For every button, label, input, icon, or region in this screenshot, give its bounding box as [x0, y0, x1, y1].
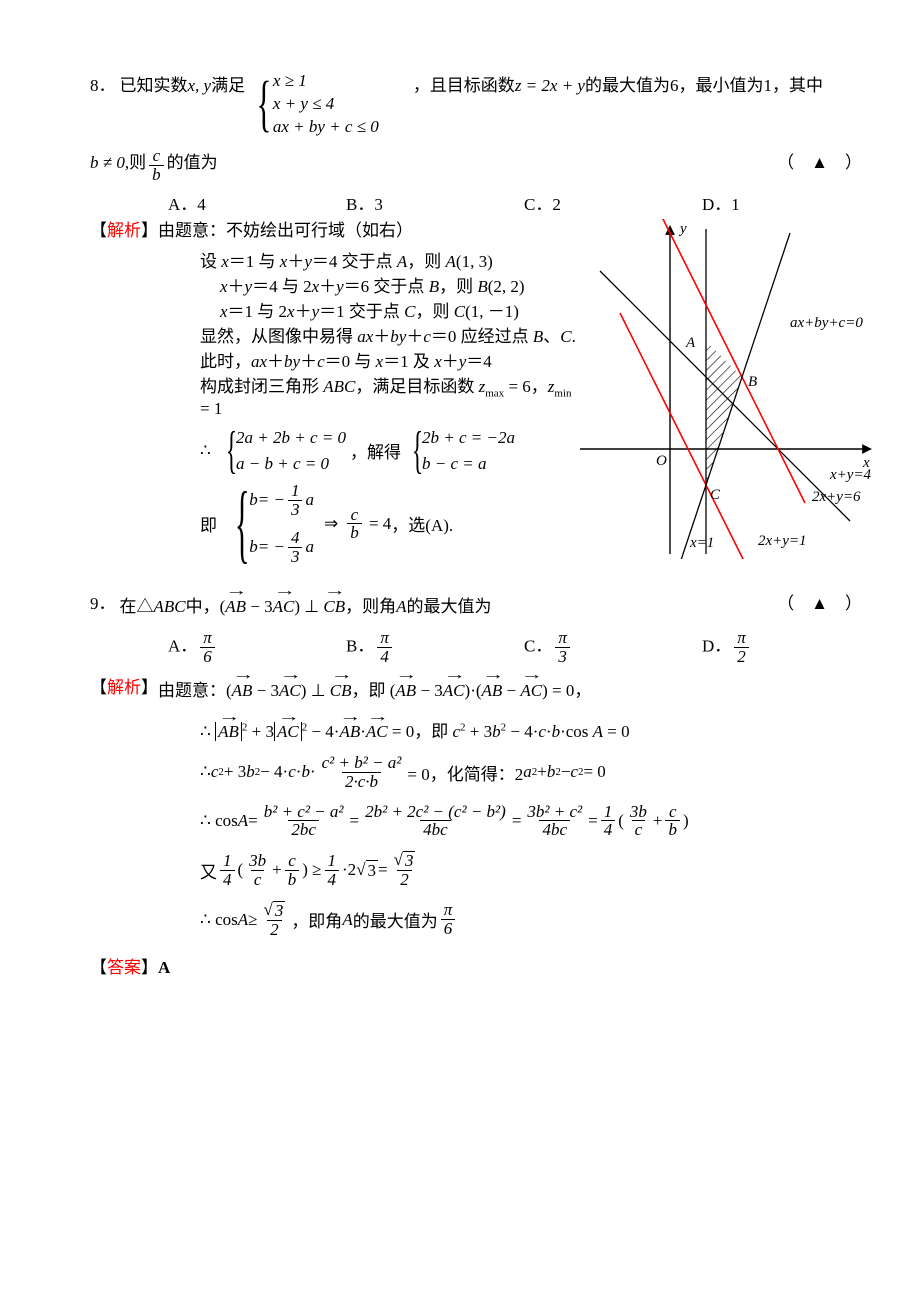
svg-text:2x+y=1: 2x+y=1 — [758, 533, 807, 549]
q9-step2: ∴ c2 + 3b2 − 4·c·b· c² + b² − a²2·c·b = … — [200, 754, 880, 791]
q8-opt-d: D．1 — [702, 190, 880, 215]
q9-answer: A — [158, 958, 170, 977]
q9-step3: ∴ cos A = b² + c² − a²2bc = 2b² + 2c² − … — [200, 803, 880, 840]
q8-stem-row2: b ≠ 0, 则 c b 的值为 （ ▲ ） — [90, 147, 880, 184]
q8-line-a3: x＝1 与 2x＋y＝1 交于点 C，则 C(1, －1) — [220, 297, 580, 322]
q8-sys-line1: x ≥ 1 — [273, 70, 379, 93]
q8-line-a2: x＋y＝4 与 2x＋y＝6 交于点 B，则 B(2, 2) — [220, 272, 580, 297]
q8-sys-line3: ax + by + c ≤ 0 — [273, 116, 379, 139]
q8-system: { x ≥ 1 x + y ≤ 4 ax + by + c ≤ 0 — [249, 70, 379, 139]
q9-step5: ∴ cos A ≥ √32 ，即角A的最大值为 π6 — [200, 901, 880, 939]
svg-text:ax+by+c=0: ax+by+c=0 — [790, 315, 863, 331]
svg-text:A: A — [685, 335, 696, 351]
q8-opt-b: B．3 — [346, 190, 524, 215]
svg-text:C: C — [710, 487, 721, 503]
q9-number: 9． — [90, 588, 116, 620]
svg-text:2x+y=6: 2x+y=6 — [812, 489, 861, 505]
q8-line2-post: 的值为 — [167, 147, 218, 179]
q8-stem-row1: 8． 已知实数 x, y 满足 { x ≥ 1 x + y ≤ 4 ax + b… — [90, 70, 880, 139]
q8-options: A．4 B．3 C．2 D．1 — [168, 190, 880, 215]
q9-step4: 又 14(3bc+cb) ≥ 14·2√3 = √32 — [200, 851, 880, 889]
q9-analysis-row: 【解析】 由题意：(AB − 3AC) ⊥ CB，即 (AB − 3AC)·(A… — [90, 672, 880, 707]
q8-opt-c: C．2 — [524, 190, 702, 215]
q9-step1: ∴ AB2 + 3AC2 − 4·AB·AC = 0，即 c2 + 3b2 − … — [200, 717, 880, 742]
svg-text:y: y — [678, 221, 687, 237]
q8-figure-svg: x y O A B C ax+by+c=0 — [580, 219, 880, 559]
q8-number: 8． — [90, 70, 116, 102]
svg-text:O: O — [656, 453, 667, 469]
q8-line-a: 设 x＝1 与 x＋y＝4 交于点 A，则 A(1, 3) — [200, 247, 580, 272]
q9-stem: 9． 在△ABC中，(AB − 3AC) ⊥ CB，则角A的最大值为 （ ▲ ） — [90, 588, 880, 623]
q8-blank: （ ▲ ） — [777, 147, 862, 179]
q8-line-b: 显然，从图像中易得 ax＋by＋c＝0 应经过点 B、C. — [200, 322, 580, 347]
q8-sys-solve: ∴ { 2a + 2b + c = 0 a − b + c = 0 ，解得 { … — [200, 425, 580, 476]
q8-vars: x, y — [188, 70, 212, 102]
q9-blank: （ ▲ ） — [777, 588, 862, 620]
q8-stem-post1: ，且目标函数 — [413, 70, 515, 102]
q8-stem-post2: 的最大值为6，最小值为1，其中 — [585, 70, 823, 102]
q8-stem-mid: 满足 — [211, 70, 245, 102]
q9-opt-a: A．π6 — [168, 629, 346, 666]
q9-analysis-label: 【解析】 — [90, 672, 158, 704]
q8-analysis-label: 【解析】 — [90, 215, 158, 247]
q9-opt-b: B．π4 — [346, 629, 524, 666]
q8-line2-pre: 则 — [129, 147, 146, 179]
q8-sys-line2: x + y ≤ 4 — [273, 93, 379, 116]
q8-analysis-intro: 由题意：不妨绘出可行域（如右） — [158, 215, 413, 247]
q8-cb-frac: c b — [149, 147, 164, 184]
q9-options: A．π6 B．π4 C．π3 D．π2 — [168, 629, 880, 666]
svg-text:B: B — [748, 374, 757, 390]
q8-line-c: 此时，ax＋by＋c＝0 与 x＝1 及 x＋y＝4 — [200, 347, 580, 372]
q8-body: 【解析】 由题意：不妨绘出可行域（如右） 设 x＝1 与 x＋y＝4 交于点 A… — [90, 215, 880, 566]
q8-figure: x y O A B C ax+by+c=0 — [580, 215, 880, 566]
q8-analysis-row: 【解析】 由题意：不妨绘出可行域（如右） — [90, 215, 580, 247]
q8-stem-pre: 已知实数 — [120, 70, 188, 102]
q8-sys-final: 即 { b = −13a b = −43a ⇒ cb = 4 ，选(A). — [200, 482, 580, 565]
q8-opt-a: A．4 — [168, 190, 346, 215]
q9-answer-row: 【答案】A — [90, 953, 880, 978]
svg-text:x+y=4: x+y=4 — [829, 467, 872, 483]
page: 8． 已知实数 x, y 满足 { x ≥ 1 x + y ≤ 4 ax + b… — [0, 0, 920, 1302]
q8-target: z = 2x + y — [515, 70, 585, 102]
q8-bneq: b ≠ 0, — [90, 147, 129, 179]
svg-text:x=1: x=1 — [689, 535, 714, 551]
q8-line-d: 构成封闭三角形 ABC，满足目标函数 zmax = 6，zmin = 1 — [200, 372, 580, 419]
q9-opt-d: D．π2 — [702, 629, 880, 666]
q9-opt-c: C．π3 — [524, 629, 702, 666]
